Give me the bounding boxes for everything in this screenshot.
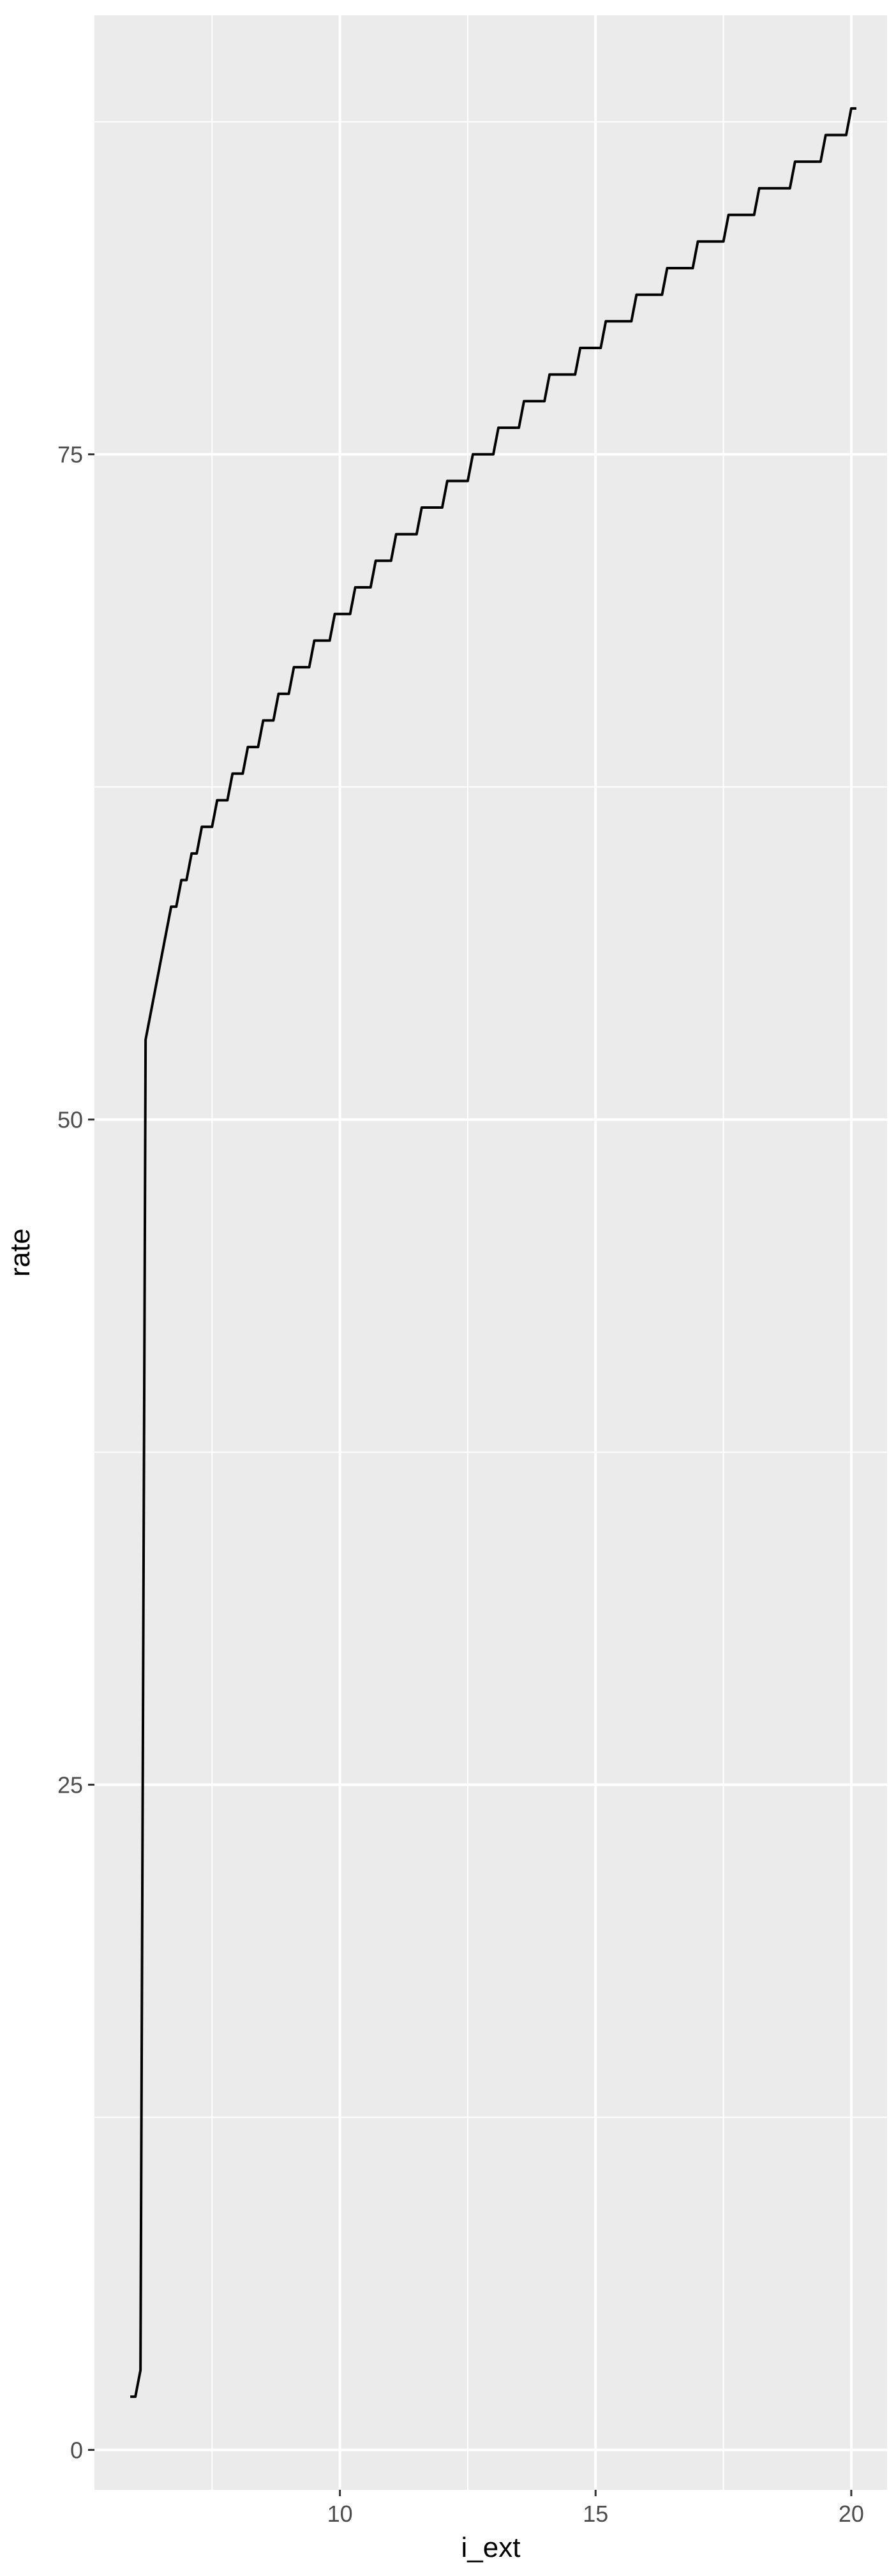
y-tick-label: 50 bbox=[57, 1107, 83, 1133]
x-axis-ticks: 10 15 20 bbox=[327, 2490, 864, 2527]
minor-y-gridlines bbox=[94, 121, 887, 2118]
major-x-gridlines bbox=[338, 15, 853, 2490]
y-axis-title: rate bbox=[4, 1228, 36, 1277]
minor-x-gridlines bbox=[211, 15, 724, 2490]
x-tick-label: 10 bbox=[327, 2501, 353, 2527]
y-tick-label: 75 bbox=[57, 442, 83, 468]
x-tick-label: 15 bbox=[583, 2501, 608, 2527]
y-tick-label: 25 bbox=[57, 1772, 83, 1798]
series-line bbox=[130, 107, 856, 2399]
y-axis-ticks: 0 25 50 75 bbox=[57, 442, 94, 2463]
y-tick-label: 0 bbox=[70, 2437, 83, 2463]
plot-panel bbox=[94, 15, 887, 2490]
series-layer bbox=[130, 107, 856, 2399]
x-tick-label: 20 bbox=[839, 2501, 864, 2527]
x-axis-title: i_ext bbox=[461, 2532, 521, 2563]
